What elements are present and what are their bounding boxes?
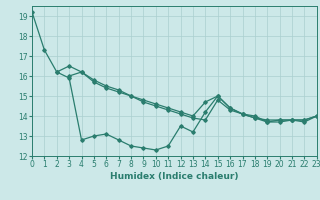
- X-axis label: Humidex (Indice chaleur): Humidex (Indice chaleur): [110, 172, 239, 181]
